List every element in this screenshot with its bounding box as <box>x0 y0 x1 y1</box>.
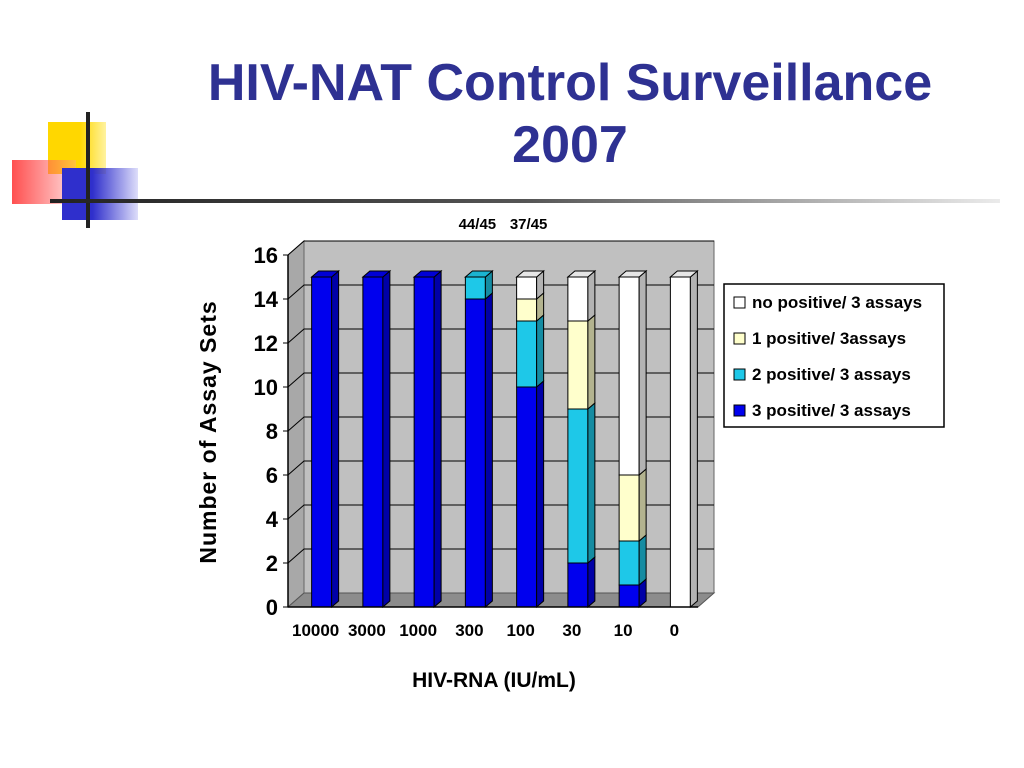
annotations: 44/45 37/45 <box>459 216 548 233</box>
bar-top <box>617 270 648 278</box>
bar-segment <box>516 320 538 388</box>
bar-segment-side <box>587 269 596 323</box>
bar-segment-side <box>382 269 391 609</box>
bar-segment <box>567 562 589 608</box>
x-tick-label: 3000 <box>348 621 386 640</box>
x-axis-label: HIV-RNA (IU/mL) <box>412 669 576 692</box>
bar-stack-0 <box>669 269 699 609</box>
bar-segment <box>362 276 384 608</box>
bar-segment-side <box>587 401 596 565</box>
y-tick-label: 4 <box>266 507 279 532</box>
deco-blue-square <box>62 168 138 220</box>
bar-group <box>310 269 699 609</box>
bar-segment <box>567 408 589 564</box>
title-line-1: HIV-NAT Control Surveillance <box>207 54 933 112</box>
bar-stack-30 <box>566 269 597 609</box>
x-tick-label: 1000 <box>399 621 437 640</box>
y-tick-label: 14 <box>254 287 279 312</box>
y-tick-label: 0 <box>266 595 278 620</box>
x-tick-label: 100 <box>506 621 534 640</box>
bar-segment-side <box>689 269 698 609</box>
y-tick-label: 10 <box>254 375 278 400</box>
bar-segment-side <box>484 291 493 609</box>
bar-segment <box>567 276 589 322</box>
x-tick-label: 0 <box>670 621 679 640</box>
y-tick-label: 6 <box>266 463 278 488</box>
bar-segment-side <box>587 555 596 609</box>
bar-top <box>669 270 699 278</box>
bar-segment-side <box>536 313 545 389</box>
bar-stack-300 <box>464 269 494 609</box>
plot-area <box>286 239 716 609</box>
y-tick-label: 8 <box>266 419 278 444</box>
axes <box>287 255 698 608</box>
y-axis-label: Number of Assay Sets <box>195 300 221 563</box>
slide-title: HIV-NAT Control Surveillance 2007 <box>130 52 1010 176</box>
legend-swatch <box>733 296 746 309</box>
x-tick-label: 10000 <box>292 621 339 640</box>
bar-segment <box>464 298 486 608</box>
bar-segment <box>516 386 538 608</box>
legend-box <box>723 283 945 428</box>
bar-segment-side <box>638 269 647 477</box>
bar-segment-side <box>433 269 442 609</box>
gridline <box>287 240 714 256</box>
bar-segment-side <box>536 379 545 609</box>
legend-entry: 2 positive/ 3 assays <box>752 365 911 384</box>
bar-top <box>412 270 443 278</box>
bar-top <box>566 270 597 278</box>
bar-segment <box>311 276 333 608</box>
legend-entry: 3 positive/ 3 assays <box>752 401 911 420</box>
bar-segment <box>464 276 486 300</box>
bar-top <box>515 270 545 278</box>
legend-swatch <box>733 404 746 417</box>
bar-segment <box>669 276 691 608</box>
annotation-label: 37/45 <box>510 216 548 233</box>
bar-stack-1000 <box>412 269 443 609</box>
y-tick-label: 12 <box>254 331 278 356</box>
title-line-2: 2007 <box>512 116 628 174</box>
y-tick-label: 2 <box>266 551 278 576</box>
annotation-label: 44/45 <box>459 216 497 233</box>
x-tick-labels: 10000 3000 1000 300 100 30 10 0 <box>292 621 679 640</box>
x-tick-label: 30 <box>562 621 581 640</box>
bar-segment <box>413 276 435 608</box>
bar-stack-10000 <box>310 269 340 609</box>
bar-stack-100 <box>515 269 545 609</box>
bar-top <box>361 270 392 278</box>
legend-swatch <box>733 368 746 381</box>
deco-horizontal-line <box>50 199 1000 203</box>
bar-segment-side <box>638 467 647 543</box>
deco-vertical-line <box>86 112 90 228</box>
bar-top <box>464 270 494 278</box>
bar-segment <box>516 298 538 322</box>
bar-segment <box>618 584 640 608</box>
bar-segment-side <box>331 269 340 609</box>
bar-segment-side <box>587 313 596 411</box>
legend-entry: no positive/ 3 assays <box>752 293 922 312</box>
bar-top <box>310 270 340 278</box>
bar-stack-3000 <box>361 269 392 609</box>
bar-stack-10 <box>617 269 648 609</box>
y-tick-label: 16 <box>254 243 278 268</box>
legend: no positive/ 3 assays 1 positive/ 3assays… <box>723 283 945 428</box>
x-tick-label: 10 <box>614 621 633 640</box>
bar-segment <box>567 320 589 410</box>
bar-segment <box>618 474 640 542</box>
legend-entry: 1 positive/ 3assays <box>752 329 906 348</box>
bar-segment <box>618 276 640 476</box>
y-tick-labels: 0 2 4 6 8 10 12 14 16 <box>254 243 279 620</box>
plot-floor <box>286 592 716 608</box>
bar-segment <box>516 276 538 300</box>
bar-segment-side <box>638 533 647 587</box>
legend-swatch <box>733 332 746 345</box>
bar-segment <box>618 540 640 586</box>
x-tick-label: 300 <box>455 621 483 640</box>
